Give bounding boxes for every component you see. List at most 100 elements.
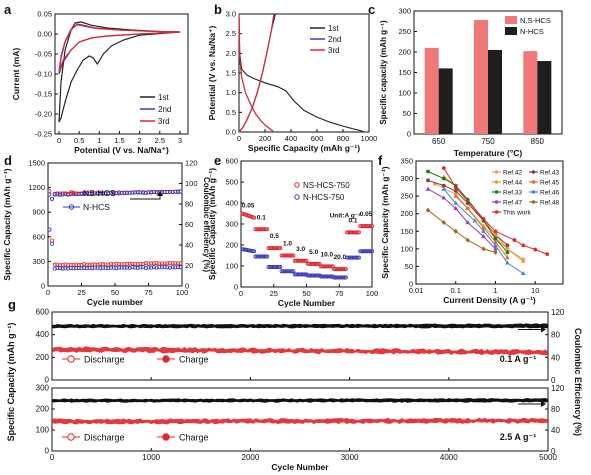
data-point: [252, 249, 257, 254]
data-point: [472, 218, 478, 223]
data-point: [60, 262, 65, 267]
data-point: [82, 262, 87, 267]
data-point: [173, 261, 178, 266]
rate-note: 2.5 A g⁻¹: [500, 432, 537, 442]
y2-tick-label: 60: [185, 220, 193, 229]
y-tick-label: -0.25: [35, 130, 52, 139]
data-point: [87, 191, 92, 196]
data-point: [125, 265, 130, 270]
data-point: [305, 273, 310, 278]
data-point: [114, 261, 119, 266]
data-point: [545, 252, 550, 257]
panel-b: 0 200 400 600 800 1000 0.0 0.5 1.0 1.5 2.0 2.5 3.0 Sp…: [207, 10, 377, 154]
rate-label: 3.0: [296, 246, 305, 253]
data-point: [257, 254, 262, 259]
data-point: [441, 186, 447, 191]
data-point: [324, 274, 329, 279]
y2-tick-label: 0: [551, 376, 556, 385]
data-point: [334, 275, 339, 280]
y-tick-label: 400: [225, 199, 238, 208]
x-tick-label: 10: [531, 286, 539, 295]
x-tick-label: 4000: [440, 453, 458, 462]
data-point: [111, 191, 116, 196]
cv-curve: [58, 24, 180, 73]
legend-marker: [531, 180, 536, 184]
data-point: [521, 243, 526, 248]
data-point: [296, 258, 301, 263]
data-point: [103, 262, 108, 267]
data-point: [290, 269, 295, 274]
data-point: [363, 249, 368, 254]
x-tick-label: 2.5: [155, 136, 165, 145]
y2-tick-label: 120: [551, 384, 565, 393]
data-point: [60, 192, 65, 197]
y-tick-label: -0.10: [35, 70, 52, 79]
rate-label: 10.0: [320, 251, 333, 258]
x-tick-label: 0: [57, 136, 61, 145]
rate-label: 5.0: [309, 249, 318, 256]
data-point: [263, 227, 268, 232]
panel-letter: e: [214, 153, 221, 168]
panel-a: 0 0.5 1 1.5 2 2.5 3 0.05 0.00 -0.05 -0.10 -0.15 -0.2…: [11, 10, 189, 155]
data-point: [333, 275, 338, 280]
data-point: [343, 275, 348, 280]
data-point: [175, 261, 180, 266]
data-point: [122, 261, 127, 266]
data-point: [294, 258, 299, 263]
panel-letter: g: [8, 297, 16, 312]
data-point: [178, 265, 183, 270]
data-point: [108, 265, 113, 270]
data-point: [520, 258, 526, 263]
legend-label: Ref.42: [503, 170, 523, 177]
data-point: [141, 190, 146, 195]
y2-tick-label: 100: [185, 179, 198, 188]
y-tick-label: 0.00: [37, 30, 52, 39]
y-axis-title: Specific Capacity (mAh g⁻¹): [380, 166, 390, 278]
data-point: [338, 267, 343, 272]
data-point: [90, 262, 95, 267]
legend-label: Charge: [179, 433, 209, 443]
data-point: [167, 265, 172, 270]
data-point: [297, 272, 302, 277]
data-point: [304, 258, 309, 263]
legend-label: N,S-HCS: [520, 16, 551, 25]
y-axis-title: Potential (V vs. Na/Na⁺): [207, 25, 217, 120]
data-point: [162, 189, 167, 194]
data-point: [322, 274, 327, 279]
data-point: [100, 265, 105, 270]
data-point: [119, 265, 124, 270]
data-point: [76, 192, 81, 197]
data-point: [366, 224, 371, 229]
y-tick-label: 2.5: [226, 29, 236, 38]
x-tick-label: 650: [432, 137, 446, 146]
data-point: [159, 265, 164, 270]
x-tick-label: 100: [176, 288, 189, 297]
data-point: [332, 267, 337, 272]
legend-label: This work: [503, 210, 532, 217]
data-point: [52, 266, 57, 271]
data-point: [291, 269, 296, 274]
data-point: [103, 191, 108, 196]
data-point: [318, 264, 323, 269]
data-point: [453, 228, 458, 234]
y-tick-label: 300: [398, 7, 411, 16]
y-axis-title: Specific Capacity (mAh g⁻¹): [2, 168, 12, 280]
y-tick-label: 0: [41, 282, 45, 291]
data-point: [141, 265, 146, 270]
data-point: [283, 269, 288, 274]
y-tick-label: 2.0: [226, 49, 236, 58]
data-point: [314, 261, 319, 266]
data-point: [284, 269, 289, 274]
data-point: [47, 227, 52, 232]
data-point: [87, 265, 92, 270]
data-point: [364, 224, 369, 229]
data-point: [308, 273, 313, 278]
y-tick-label: 0: [409, 280, 413, 289]
plot-frame: [51, 311, 549, 381]
data-point: [367, 249, 372, 254]
data-point: [307, 273, 312, 278]
y-tick-label: 300: [32, 257, 45, 266]
data-point: [138, 265, 143, 270]
